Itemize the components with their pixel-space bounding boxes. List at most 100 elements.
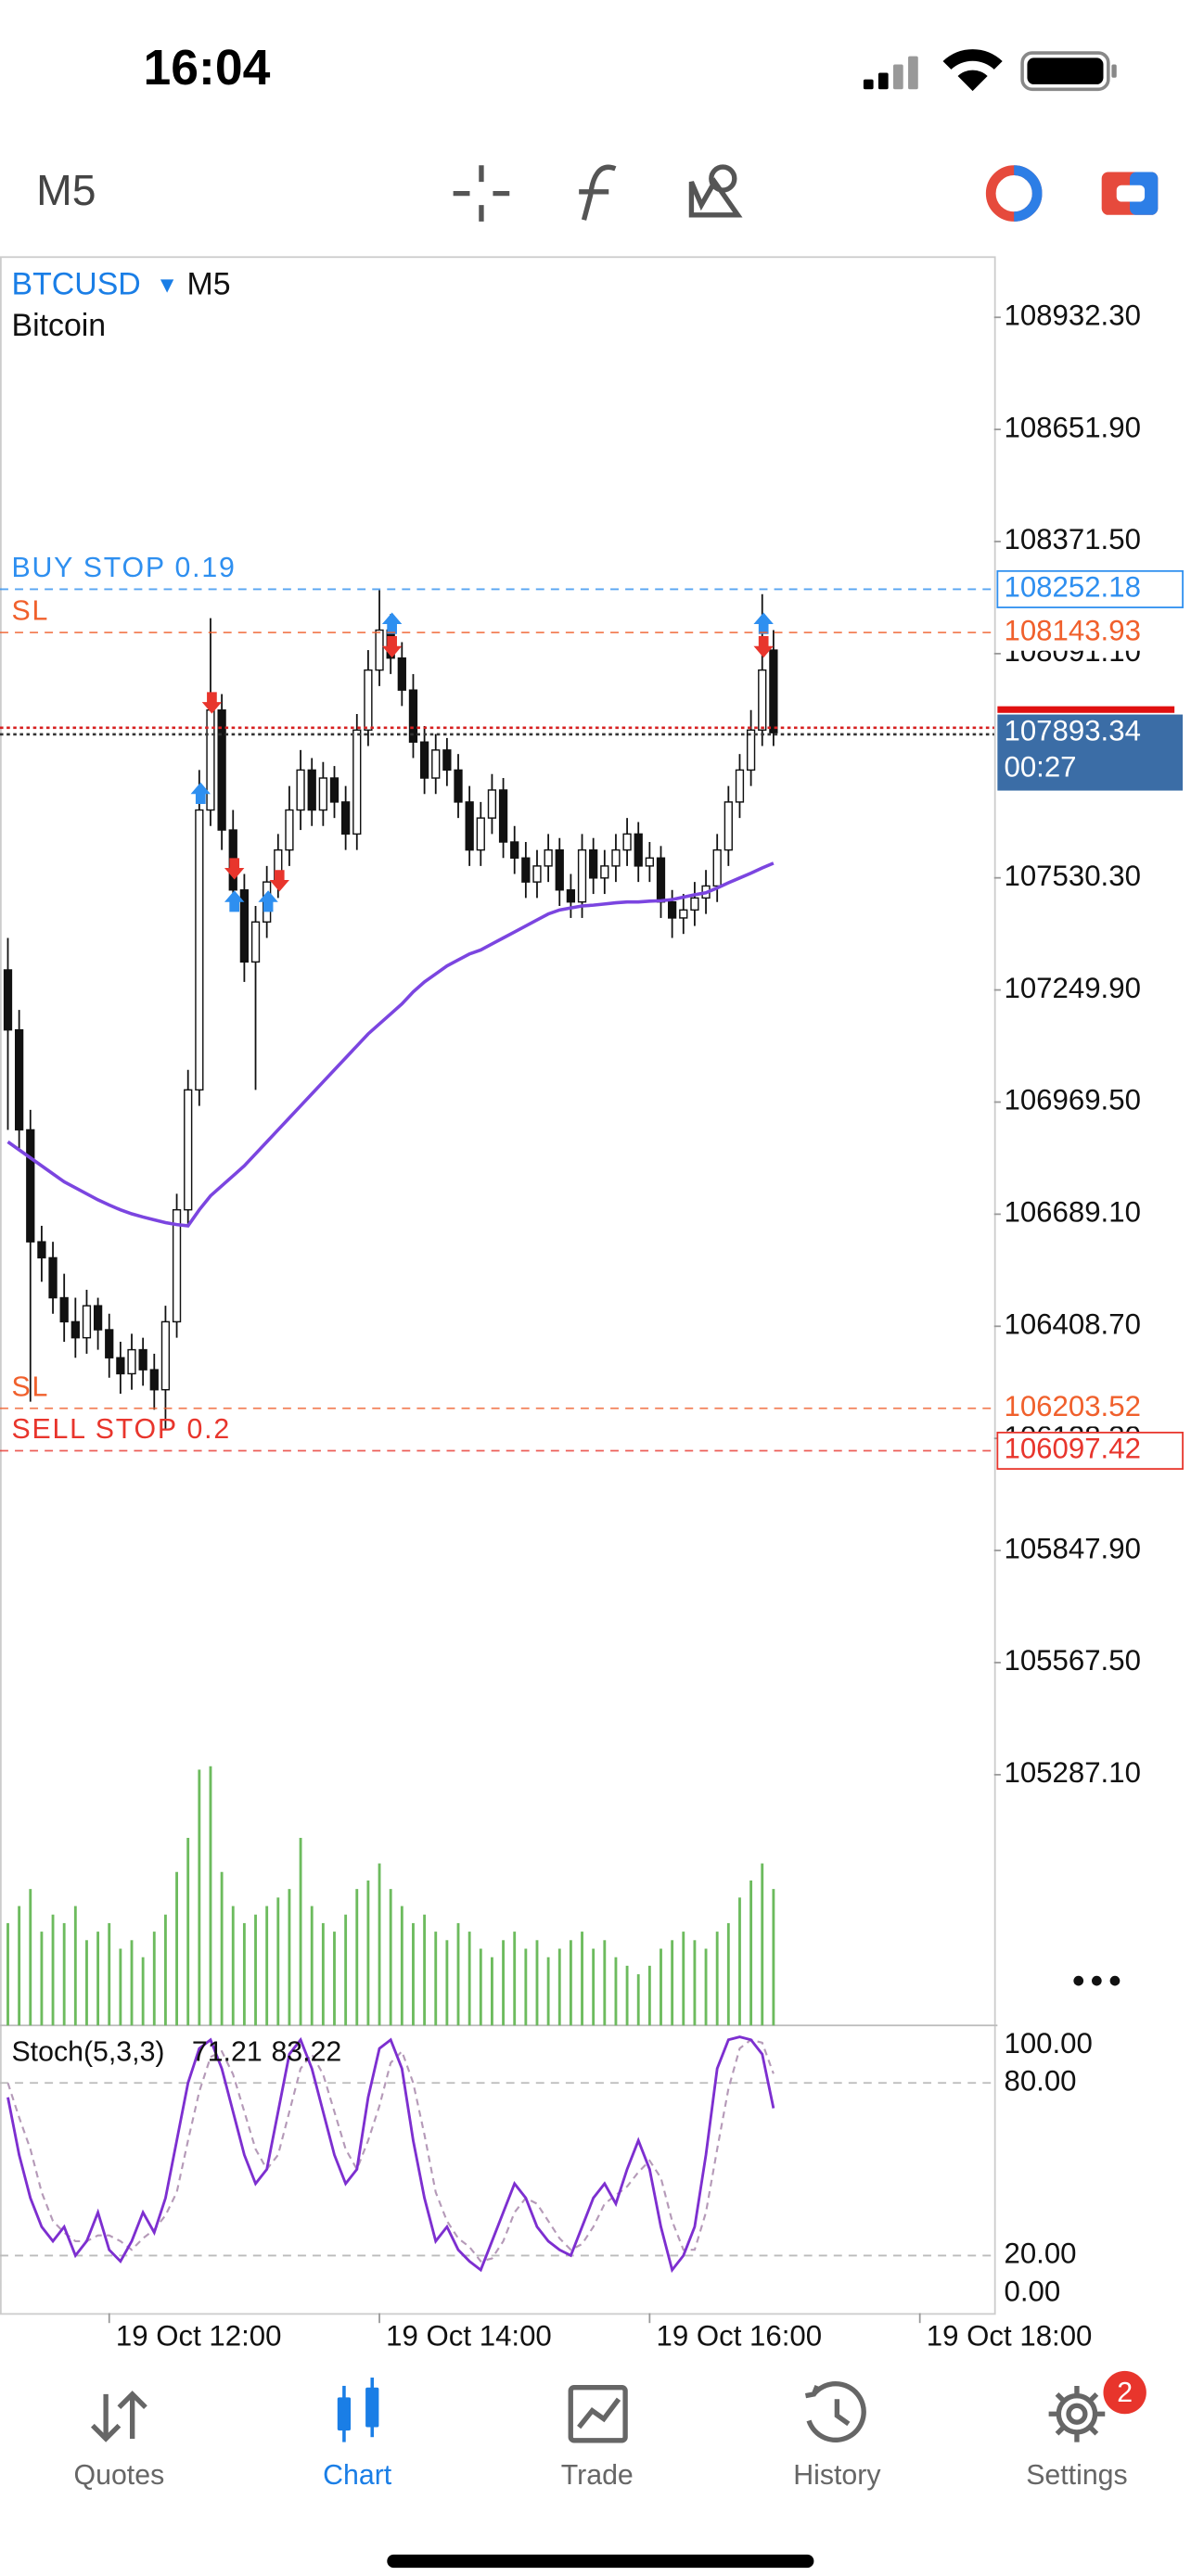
timeframe-button[interactable]: M5	[36, 166, 96, 214]
candle-body	[184, 1089, 193, 1211]
candle-body	[544, 848, 553, 867]
candle-body	[408, 689, 418, 743]
x-tick-label: 19 Oct 16:00	[656, 2319, 822, 2352]
volume-bar	[693, 1940, 697, 2026]
home-indicator	[387, 2554, 814, 2569]
account-button[interactable]	[985, 165, 1043, 222]
candle-body	[82, 1305, 92, 1339]
candle-body	[318, 777, 327, 811]
candle-body	[498, 789, 508, 843]
y-tick-label: 108932.30	[1004, 299, 1140, 331]
candle-body	[679, 909, 688, 919]
stoch-tick-label: 0.00	[1004, 2275, 1060, 2307]
y-tick-label: 108651.90	[1004, 411, 1140, 443]
volume-bar	[412, 1922, 415, 2026]
candle-body	[758, 669, 767, 732]
order-label: SELL STOP 0.2	[11, 1414, 231, 1445]
stoch-signal	[6, 2038, 775, 2263]
candle-body	[465, 801, 474, 851]
quotes-icon[interactable]	[90, 2391, 147, 2442]
volume-bar	[366, 1880, 370, 2026]
volume-bar	[569, 1940, 572, 2026]
clock: 16:04	[144, 41, 271, 96]
candle-body	[645, 857, 654, 867]
volume-bar	[456, 1922, 460, 2026]
volume-bar	[423, 1914, 427, 2026]
volume-bar	[130, 1940, 134, 2026]
badge-count: 2	[1117, 2378, 1133, 2408]
tab-bar: 2 Quotes Chart Trade History Settings	[74, 2370, 1146, 2491]
trade-icon[interactable]	[568, 2385, 628, 2443]
order-price-box	[997, 1390, 1184, 1427]
order-price-box	[996, 1431, 1184, 1470]
volume-bar	[254, 1914, 257, 2026]
volume-bar	[276, 1897, 280, 2026]
sell-deal-arrow	[224, 858, 245, 880]
stoch-main	[6, 2035, 775, 2274]
volume-bar	[749, 1880, 753, 2026]
volume-bar	[761, 1863, 764, 2026]
volume-bar	[344, 1914, 348, 2026]
volume-bar	[603, 1940, 607, 2026]
candle-body	[116, 1357, 125, 1375]
order-price: 108252.18	[1004, 571, 1140, 604]
volume-bar	[647, 1965, 651, 2026]
y-tick-label: 107249.90	[1004, 972, 1140, 1004]
x-tick-label: 19 Oct 12:00	[116, 2319, 282, 2352]
volume-bar	[310, 1906, 314, 2026]
volume-bar	[288, 1889, 291, 2026]
candle-body	[566, 889, 576, 903]
more-button[interactable]	[1073, 1975, 1121, 1986]
order-price-box	[997, 614, 1184, 651]
y-tick-label: 105567.50	[1004, 1644, 1140, 1677]
volume-bar	[321, 1922, 325, 2026]
plot-area: 108932.30108651.90108371.50108091.101075…	[0, 299, 1184, 2352]
tab-label[interactable]: Chart	[323, 2460, 392, 2491]
candle-body	[93, 1305, 103, 1331]
candle-body	[340, 801, 351, 835]
volume-bar	[592, 1948, 596, 2026]
moving-average	[6, 861, 775, 1228]
volume-bar	[660, 1948, 662, 2026]
objects-button[interactable]	[688, 164, 743, 218]
volume-bar	[51, 1914, 55, 2026]
candle-body	[285, 809, 294, 851]
volume-bar	[175, 1871, 178, 2026]
sell-deal-arrow	[269, 870, 289, 892]
ask-marker	[997, 706, 1175, 713]
crosshair-button[interactable]	[453, 165, 510, 222]
trade-button[interactable]	[1101, 172, 1159, 215]
candle-body	[250, 921, 261, 963]
tab-label[interactable]: Settings	[1026, 2460, 1127, 2491]
history-icon[interactable]	[804, 2381, 866, 2442]
settings-icon[interactable]	[1048, 2385, 1106, 2442]
symbol[interactable]: BTCUSD	[11, 266, 140, 301]
chart-icon[interactable]	[337, 2378, 379, 2442]
symbol-dropdown[interactable]	[160, 279, 174, 293]
buy-deal-arrow	[190, 782, 211, 804]
candle-body	[364, 669, 373, 732]
candle-body	[555, 848, 564, 891]
volume-bar	[73, 1906, 77, 2026]
volume-bar	[85, 1940, 88, 2026]
candle-body	[48, 1256, 58, 1299]
candle-body	[769, 649, 778, 733]
sell-deal-arrow	[201, 692, 223, 714]
tab-label[interactable]: Trade	[561, 2460, 634, 2491]
volume-bar	[400, 1906, 403, 2026]
candle-body	[746, 729, 756, 772]
candle-body	[195, 809, 204, 1091]
tab-label[interactable]: History	[793, 2460, 881, 2491]
candle-body	[600, 865, 609, 879]
stoch-main-value: 71.21	[192, 2037, 263, 2068]
order-label: SL	[11, 596, 49, 627]
tab-label[interactable]: Quotes	[74, 2460, 165, 2491]
volume-bar	[242, 1922, 246, 2026]
candle-body	[431, 749, 441, 779]
y-tick-label: 108371.50	[1004, 523, 1140, 555]
candle-body	[172, 1208, 182, 1323]
volume-bar	[119, 1948, 122, 2026]
buy-deal-arrow	[381, 612, 403, 634]
indicator-button[interactable]	[579, 164, 617, 221]
